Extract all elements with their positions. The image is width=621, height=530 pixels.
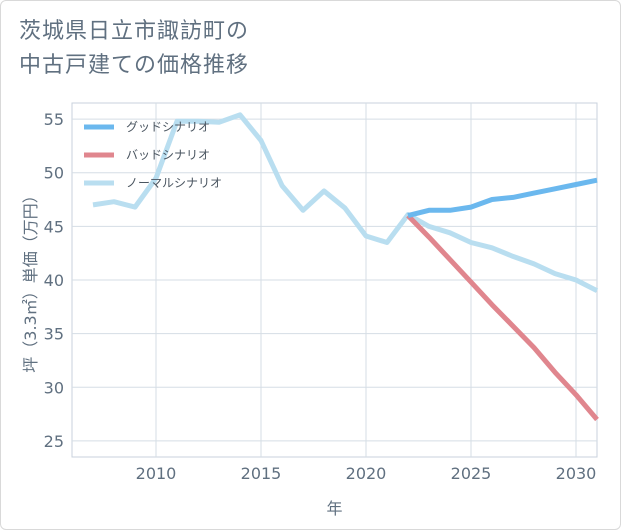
series-line-3 [92,112,599,293]
y-tick-label: 25 [44,432,64,451]
legend-label-3: ノーマルシナリオ [126,176,222,190]
series-line-2 [406,213,599,422]
legend-label-2: バッドシナリオ [126,148,210,162]
x-tick-label: 2025 [451,464,492,483]
x-axis-title: 年 [326,499,342,518]
chart-title-line-1: 茨城県日立市諏訪町の [19,19,250,44]
x-tick-label: 2010 [136,464,177,483]
y-tick-label: 50 [44,164,64,183]
x-tick-label: 2015 [241,464,282,483]
y-tick-label: 55 [44,110,64,129]
x-tick-label: 2020 [346,464,387,483]
y-tick-label: 40 [44,271,64,290]
y-tick-label: 30 [44,378,64,397]
x-tick-label: 2030 [556,464,597,483]
series-line-1 [407,177,598,219]
y-tick-label: 35 [44,325,64,344]
y-tick-label: 45 [44,217,64,236]
legend-label-1: グッドシナリオ [126,120,210,134]
y-axis-title: 坪（3.3㎡）単価（万円） [21,187,40,372]
chart-title-line-2: 中古戸建ての価格推移 [19,53,250,78]
chart-title: 茨城県日立市諏訪町の 中古戸建ての価格推移 [19,15,249,83]
